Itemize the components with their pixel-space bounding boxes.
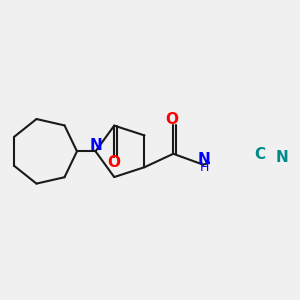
Text: C: C xyxy=(254,147,265,162)
Text: H: H xyxy=(200,161,209,174)
Text: N: N xyxy=(198,152,210,167)
Text: O: O xyxy=(107,155,120,170)
Text: O: O xyxy=(165,112,178,127)
Text: N: N xyxy=(89,138,102,153)
Text: N: N xyxy=(276,150,289,165)
